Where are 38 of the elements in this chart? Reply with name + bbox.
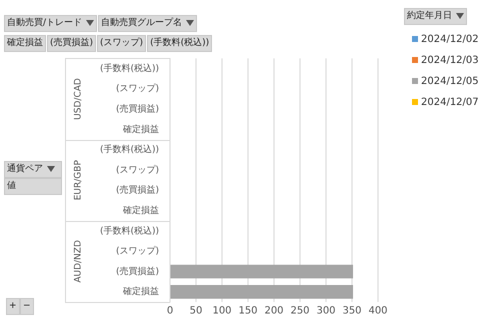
text: − [23,301,31,311]
text: 自動売買/トレード [7,18,82,28]
y-tick-label: (手数料(税込)) [100,144,159,156]
y-tick-label: (手数料(税込)) [100,62,159,74]
x-tick-label: 200 [264,306,284,317]
legend-label: 2024/12/02 [421,34,479,45]
text: EUR/GBP [73,160,84,200]
y-tick-label: (スワップ) [116,246,159,257]
legend-label: 2024/12/07 [421,97,479,108]
y-tick-label: (手数料(税込)) [100,225,159,236]
legend-title: 約定年月日 [407,11,452,21]
y-tick-label: (売買損益) [116,266,159,277]
y-tick-label: 確定損益 [122,286,159,298]
text: 値 [7,181,16,191]
y-tick-label: 確定損益 [122,204,159,216]
text: 確定損益 [7,38,43,48]
x-tick-label: 350 [342,306,362,317]
y-tick-label: (スワップ) [116,83,159,94]
text: 通貨ペア [7,164,43,174]
y-tick-label: (売買損益) [116,103,159,114]
x-tick-label: 100 [212,306,232,317]
text: (手数料(税込)) [150,38,210,48]
y-tick-label: (売買損益) [116,184,159,196]
x-tick-label: 400 [368,306,388,317]
y-tick-label: 確定損益 [122,124,159,135]
x-tick-label: 0 [166,306,174,317]
text: + [9,301,17,311]
text: (売買損益) [50,38,94,48]
legend-label: 2024/12/05 [421,76,479,87]
x-tick-label: 300 [316,306,336,317]
x-tick-label: 150 [238,306,258,317]
x-tick-label: 50 [190,306,202,317]
text: USD/CAD [73,78,84,120]
y-tick-label: (スワップ) [116,164,159,176]
x-tick-label: 250 [290,306,310,317]
text: 自動売買グループ名 [101,18,182,28]
text: AUD/NZD [73,240,84,283]
legend-label: 2024/12/03 [421,55,479,66]
